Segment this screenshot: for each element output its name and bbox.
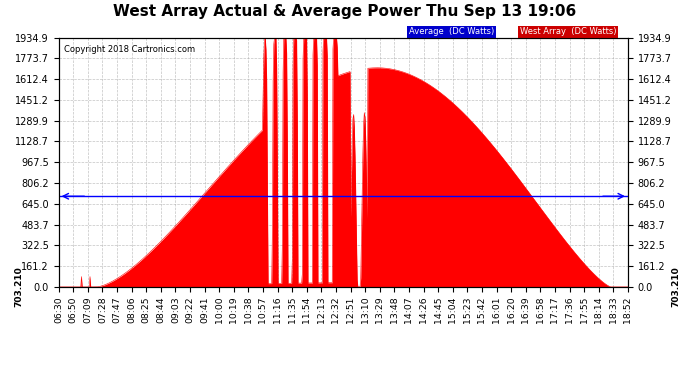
Text: Copyright 2018 Cartronics.com: Copyright 2018 Cartronics.com	[64, 45, 195, 54]
Text: West Array  (DC Watts): West Array (DC Watts)	[520, 27, 616, 36]
Text: 703.210: 703.210	[14, 267, 23, 307]
Text: Average  (DC Watts): Average (DC Watts)	[408, 27, 494, 36]
Text: 703.210: 703.210	[672, 267, 681, 307]
Text: West Array Actual & Average Power Thu Sep 13 19:06: West Array Actual & Average Power Thu Se…	[113, 4, 577, 19]
